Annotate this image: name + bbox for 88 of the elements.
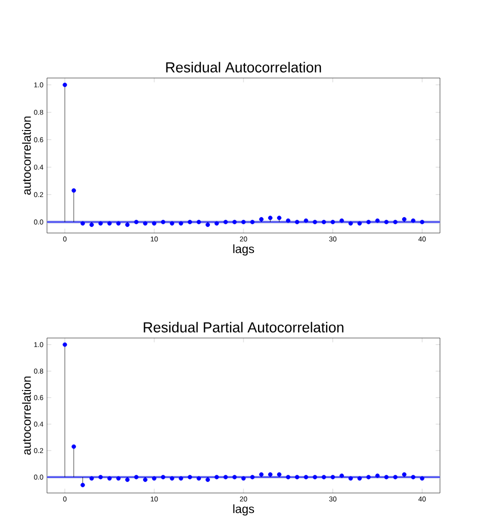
point <box>250 474 255 480</box>
point <box>125 222 130 227</box>
point <box>152 221 156 226</box>
point <box>340 474 344 478</box>
point <box>410 218 416 223</box>
point <box>188 474 192 480</box>
point <box>384 474 389 480</box>
point <box>312 220 318 224</box>
point <box>348 221 353 226</box>
point <box>304 474 308 480</box>
point <box>348 476 353 481</box>
x-axis-title: lags <box>233 244 254 256</box>
point <box>214 474 219 480</box>
point <box>304 218 308 223</box>
point <box>72 444 76 449</box>
y-axis-title: autocorrelation <box>22 376 31 455</box>
point <box>402 217 406 222</box>
point <box>223 474 228 480</box>
point <box>72 188 76 193</box>
point <box>420 476 424 481</box>
point <box>170 476 174 481</box>
point <box>294 220 300 224</box>
point <box>241 220 246 224</box>
point <box>312 474 318 480</box>
y-axis-title: autocorrelation <box>22 116 31 195</box>
point <box>178 476 184 481</box>
point <box>366 220 371 224</box>
point <box>188 220 192 224</box>
point <box>232 474 237 480</box>
point <box>116 476 121 481</box>
point <box>160 220 166 224</box>
point <box>366 474 371 480</box>
point <box>62 82 68 88</box>
point <box>98 221 103 226</box>
chart-title: Residual Autocorrelation <box>166 62 321 72</box>
point <box>134 220 139 224</box>
chart-title: Residual Partial Autocorrelation <box>144 322 344 332</box>
point <box>268 216 272 220</box>
point <box>116 221 121 226</box>
point <box>322 474 326 480</box>
x-axis-title: lags <box>233 504 254 516</box>
point <box>410 474 416 480</box>
point <box>357 476 362 481</box>
point <box>340 218 344 223</box>
point <box>294 474 300 480</box>
point <box>241 476 246 481</box>
point <box>206 222 210 227</box>
point <box>107 476 112 481</box>
point <box>330 474 336 480</box>
point <box>170 221 174 226</box>
point <box>178 221 184 226</box>
point <box>134 474 139 480</box>
point <box>330 220 336 224</box>
point <box>259 217 264 222</box>
point <box>420 220 424 224</box>
point <box>223 220 228 224</box>
point <box>206 478 210 482</box>
point <box>89 222 94 227</box>
point <box>375 218 380 223</box>
point <box>357 221 362 226</box>
point <box>277 472 282 477</box>
point <box>214 221 219 226</box>
point <box>322 220 326 224</box>
point <box>393 220 398 224</box>
point <box>286 474 290 480</box>
point <box>402 472 406 477</box>
point <box>196 220 202 224</box>
point <box>160 474 166 480</box>
point <box>98 474 103 480</box>
point <box>143 221 148 226</box>
point <box>259 472 264 477</box>
point <box>152 476 156 481</box>
point <box>143 478 148 482</box>
point <box>286 218 290 223</box>
point <box>232 220 237 224</box>
point <box>384 220 389 224</box>
point <box>107 221 112 226</box>
point <box>62 342 68 347</box>
point <box>393 474 398 480</box>
point <box>125 478 130 482</box>
point <box>250 220 255 224</box>
point <box>196 476 202 481</box>
point <box>80 482 85 488</box>
point <box>268 472 272 477</box>
point <box>375 474 380 478</box>
point <box>89 476 94 481</box>
point <box>277 216 282 220</box>
point <box>80 221 85 226</box>
